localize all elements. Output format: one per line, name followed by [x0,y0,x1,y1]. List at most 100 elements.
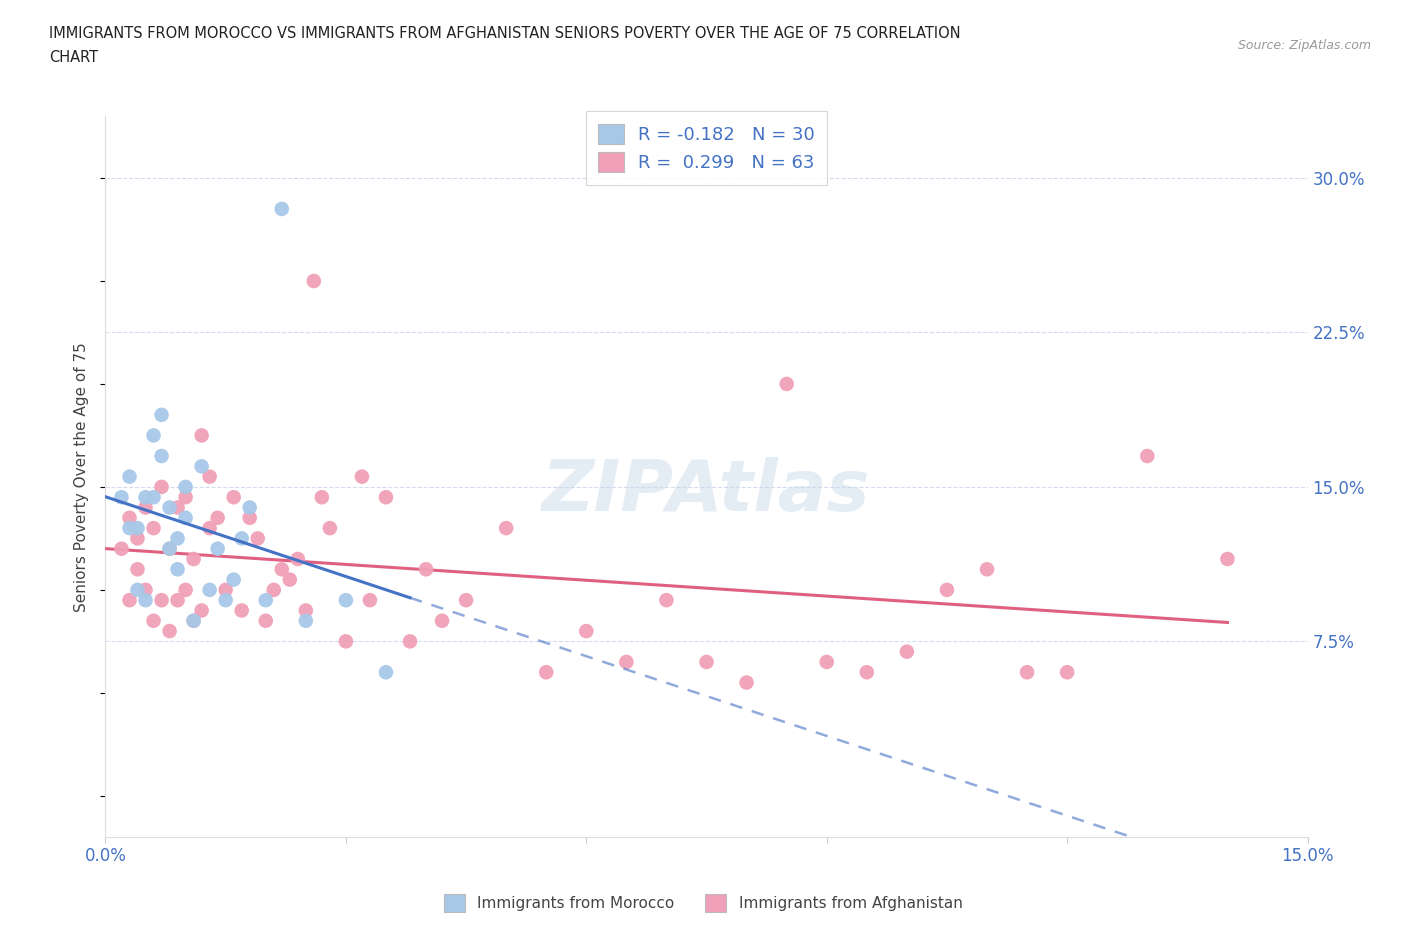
Text: Source: ZipAtlas.com: Source: ZipAtlas.com [1237,39,1371,52]
Point [135,592,157,607]
Point [295,614,318,629]
Point [896,644,918,659]
Y-axis label: Seniors Poverty Over the Age of 75: Seniors Poverty Over the Age of 75 [75,341,90,612]
Point [399,634,422,649]
Point [118,521,141,536]
Point [150,480,173,495]
Point [278,572,301,587]
Point [174,490,197,505]
Point [319,521,342,536]
Point [127,531,149,546]
Point [311,490,333,505]
Point [127,521,149,536]
Text: ZIPAtlas: ZIPAtlas [543,457,870,525]
Point [214,592,236,607]
Point [239,500,262,515]
Point [190,458,212,473]
Point [295,603,318,618]
Point [254,614,277,629]
Point [142,521,165,536]
Point [270,562,292,577]
Point [815,655,838,670]
Point [198,521,221,536]
Point [495,521,517,536]
Point [198,470,221,485]
Point [287,551,309,566]
Point [359,592,381,607]
Point [430,614,453,629]
Point [222,572,245,587]
Point [655,592,678,607]
Point [976,562,998,577]
Point [936,582,959,597]
Point [374,490,398,505]
Point [127,582,149,597]
Point [183,614,205,629]
Point [142,490,165,505]
Point [150,407,173,422]
Point [159,541,181,556]
Point [302,273,325,288]
Point [1017,665,1039,680]
Point [135,490,157,505]
Point [159,624,181,639]
Point [135,500,157,515]
Point [776,377,799,392]
Point [183,551,205,566]
Point [159,541,181,556]
Point [350,470,373,485]
Point [246,531,269,546]
Point [239,511,262,525]
Point [127,562,149,577]
Point [222,490,245,505]
Point [1056,665,1078,680]
Point [335,634,357,649]
Point [735,675,758,690]
Point [150,592,173,607]
Point [270,202,292,217]
Point [415,562,437,577]
Legend: R = -0.182   N = 30, R =  0.299   N = 63: R = -0.182 N = 30, R = 0.299 N = 63 [586,111,827,185]
Point [616,655,638,670]
Point [174,582,197,597]
Point [207,541,229,556]
Point [454,592,477,607]
Point [1216,551,1239,566]
Point [166,592,188,607]
Point [214,582,236,597]
Point [190,428,212,443]
Point [174,480,197,495]
Text: IMMIGRANTS FROM MOROCCO VS IMMIGRANTS FROM AFGHANISTAN SENIORS POVERTY OVER THE : IMMIGRANTS FROM MOROCCO VS IMMIGRANTS FR… [49,26,960,41]
Point [150,448,173,463]
Point [142,614,165,629]
Point [231,531,253,546]
Point [166,500,188,515]
Point [534,665,557,680]
Point [575,624,598,639]
Point [174,511,197,525]
Point [198,582,221,597]
Point [142,428,165,443]
Point [207,511,229,525]
Point [1136,448,1159,463]
Point [118,511,141,525]
Point [118,592,141,607]
Point [190,603,212,618]
Point [696,655,718,670]
Point [231,603,253,618]
Point [335,592,357,607]
Point [135,582,157,597]
Point [166,531,188,546]
Point [118,470,141,485]
Point [855,665,877,680]
Point [374,665,398,680]
Point [110,541,132,556]
Point [159,500,181,515]
Point [183,614,205,629]
Legend: Immigrants from Morocco, Immigrants from Afghanistan: Immigrants from Morocco, Immigrants from… [437,888,969,918]
Point [254,592,277,607]
Point [263,582,285,597]
Point [166,562,188,577]
Point [110,490,132,505]
Text: CHART: CHART [49,50,98,65]
